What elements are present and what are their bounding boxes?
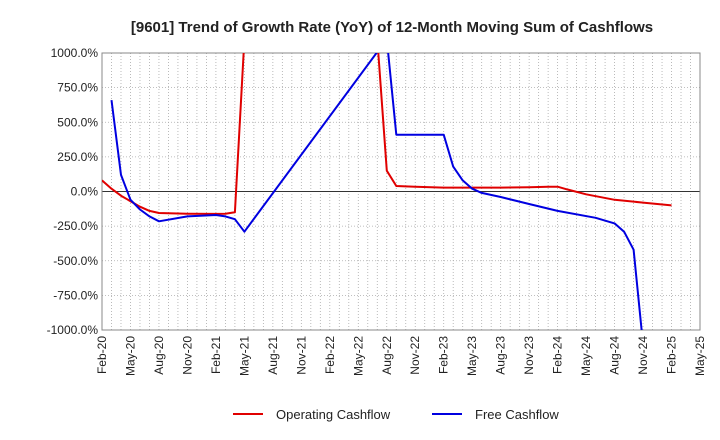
x-tick-label: Nov-20: [180, 336, 194, 375]
x-tick-label: Feb-22: [323, 336, 337, 374]
legend-label-operating-cashflow: Operating Cashflow: [276, 407, 391, 422]
x-tick-label: Feb-21: [209, 336, 223, 374]
series-line-free-cashflow: [110, 53, 643, 330]
x-tick-label: Aug-21: [266, 336, 280, 375]
x-tick-label: Aug-24: [608, 336, 622, 375]
y-tick-label: 750.0%: [57, 81, 98, 95]
x-tick-label: Nov-23: [522, 336, 536, 375]
y-tick-label: -500.0%: [53, 254, 98, 268]
x-tick-label: Nov-21: [294, 336, 308, 375]
series-layer: [102, 53, 672, 330]
x-tick-label: May-21: [237, 336, 251, 376]
x-tick-label: Feb-25: [665, 336, 679, 374]
legend-label-free-cashflow: Free Cashflow: [475, 407, 559, 422]
axis-layer: 1000.0% 750.0% 500.0% 250.0% 0.0% -250.0% -500…: [47, 46, 707, 376]
x-tick-label: Feb-23: [437, 336, 451, 374]
x-tick-label: May-23: [465, 336, 479, 376]
y-tick-label: 0.0%: [71, 185, 99, 199]
y-tick-label: -750.0%: [53, 288, 98, 302]
x-tick-label: May-24: [579, 336, 593, 376]
x-tick-label: Aug-20: [152, 336, 166, 375]
y-tick-label: -1000.0%: [47, 323, 99, 337]
x-tick-label: Feb-24: [551, 336, 565, 374]
plot-frame: [101, 52, 701, 331]
x-tick-label: May-25: [693, 336, 707, 376]
y-tick-label: 250.0%: [57, 150, 98, 164]
y-tick-label: 500.0%: [57, 115, 98, 129]
x-tick-label: Feb-20: [95, 336, 109, 374]
series-line-operating-cashflow: [102, 53, 672, 215]
x-tick-label: May-22: [351, 336, 365, 376]
x-tick-label: Nov-24: [636, 336, 650, 375]
x-tick-label: May-20: [123, 336, 137, 376]
chart-title: [9601] Trend of Growth Rate (YoY) of 12-…: [131, 19, 653, 36]
x-tick-label: Nov-22: [408, 336, 422, 375]
x-tick-label: Aug-22: [380, 336, 394, 375]
grid-layer: [101, 52, 701, 331]
legend: Operating Cashflow Free Cashflow: [233, 407, 559, 422]
y-tick-label: -250.0%: [53, 219, 98, 233]
y-tick-label: 1000.0%: [51, 46, 99, 60]
x-tick-label: Aug-23: [494, 336, 508, 375]
